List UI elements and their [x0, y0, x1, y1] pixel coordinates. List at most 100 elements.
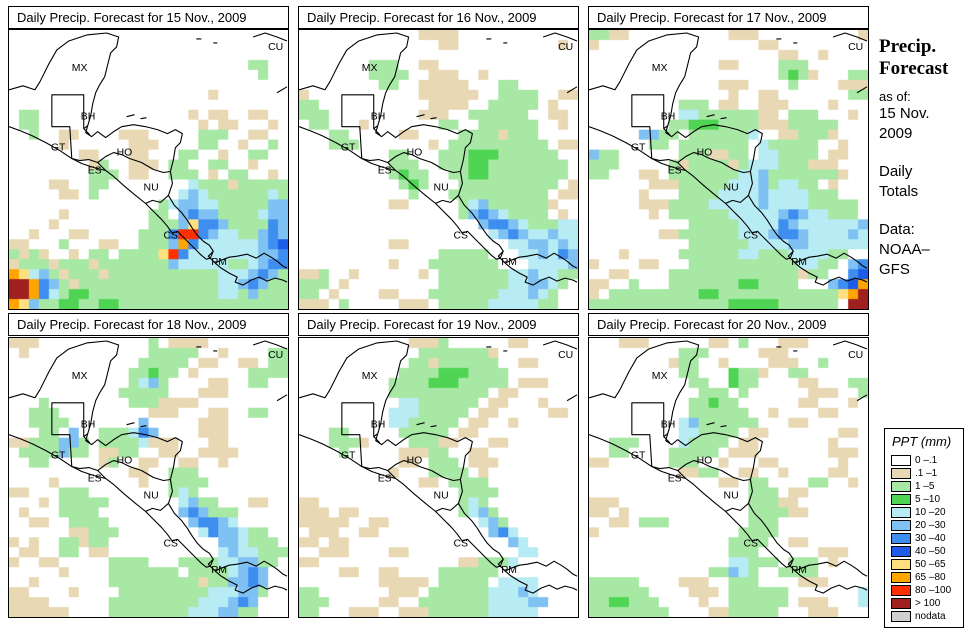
country-label: PM: [791, 257, 807, 268]
coastline-path: [276, 394, 288, 402]
caption-spacer: [879, 202, 967, 220]
legend-swatch: [891, 494, 911, 505]
panel-title-panel-17nov: Daily Precip. Forecast for 17 Nov., 2009: [588, 6, 869, 29]
country-label: CU: [268, 42, 283, 53]
coastline-path: [589, 126, 791, 260]
panel-title-panel-19nov: Daily Precip. Forecast for 19 Nov., 2009: [298, 313, 579, 336]
country-label: GT: [341, 143, 356, 154]
coastline-path: [435, 194, 459, 204]
coastline-path: [651, 460, 751, 482]
country-label: BH: [661, 112, 676, 123]
coastline-path: [787, 250, 794, 259]
country-label: CS: [163, 538, 178, 549]
caption-spacer: [879, 144, 967, 162]
country-label: PM: [501, 565, 517, 576]
legend-entry: .1 –1: [891, 467, 963, 480]
coastline-path: [9, 434, 211, 568]
coastline-path: [9, 32, 288, 269]
coastline-path: [252, 32, 288, 42]
country-label: GT: [51, 451, 66, 462]
country-label: MX: [72, 63, 88, 74]
country-label: ES: [668, 165, 682, 176]
legend-entry: 10 –20: [891, 506, 963, 519]
coastline-path: [126, 38, 218, 120]
caption-asof-label: as of:: [879, 89, 911, 104]
country-label: NU: [724, 490, 739, 501]
legend-title: PPT (mm): [892, 434, 952, 449]
legend-entry: 20 –30: [891, 519, 963, 532]
coastline-path: [542, 340, 578, 350]
caption-totals-line1: Daily: [879, 163, 913, 180]
country-label: HO: [697, 148, 713, 159]
coastline-path: [497, 250, 504, 259]
country-label: NU: [144, 182, 159, 193]
country-label: GT: [51, 143, 66, 154]
country-label: CS: [163, 230, 178, 241]
legend-entry: 80 –100: [891, 584, 963, 597]
coastline-path: [794, 262, 868, 286]
coastline-path: [631, 94, 671, 159]
coastline-path: [497, 558, 504, 567]
country-label: MX: [652, 63, 668, 74]
caption-data-source-line1: NOAA–: [879, 241, 930, 258]
legend-label: .1 –1: [915, 468, 938, 479]
coastline-path: [832, 32, 868, 42]
legend-swatch: [891, 598, 911, 609]
country-label: HO: [117, 148, 133, 159]
coastline-path: [435, 502, 459, 512]
coastline-path: [566, 86, 578, 94]
coastline-path: [856, 86, 868, 94]
country-label: CU: [848, 350, 863, 361]
caption-asof-date-line1: 15 Nov.: [879, 105, 930, 122]
legend-label: nodata: [915, 611, 946, 622]
legend-swatch: [891, 533, 911, 544]
legend-label: 20 –30: [915, 520, 946, 531]
coastline-path: [145, 502, 169, 512]
coastline-path: [71, 152, 171, 174]
coastline-path: [856, 394, 868, 402]
legend-swatch: [891, 481, 911, 492]
country-label: PM: [211, 257, 227, 268]
legend-entry: 50 –65: [891, 558, 963, 571]
legend-label: 10 –20: [915, 507, 946, 518]
legend-entry: 30 –40: [891, 532, 963, 545]
legend-swatch: [891, 520, 911, 531]
coastline-path: [252, 340, 288, 350]
country-label: MX: [362, 371, 378, 382]
legend-label: 50 –65: [915, 559, 946, 570]
coastline-path: [207, 558, 214, 567]
country-label: GT: [631, 143, 646, 154]
legend-entry: 0 –.1: [891, 454, 963, 467]
legend-entry: 65 –80: [891, 571, 963, 584]
legend-label: 0 –.1: [915, 455, 938, 466]
country-label: CU: [558, 350, 573, 361]
panel-title-panel-20nov: Daily Precip. Forecast for 20 Nov., 2009: [588, 313, 869, 336]
coastline-path: [214, 570, 288, 594]
country-outlines: MX CU BH GT HO ES NU CS PM: [299, 340, 578, 594]
precip-raster-panel-19nov: [299, 338, 578, 617]
legend-entry: 1 –5: [891, 480, 963, 493]
coastline-path: [706, 346, 798, 428]
coastline-path: [9, 340, 288, 577]
legend-entry: 40 –50: [891, 545, 963, 558]
country-outlines: MX CU BH GT HO ES NU CS PM: [9, 32, 288, 286]
coastline-path: [341, 94, 381, 159]
coastline-path: [542, 32, 578, 42]
country-label: NU: [144, 490, 159, 501]
country-label: BH: [81, 112, 96, 123]
figure-caption: Precip. Forecast as of: 15 Nov. 2009 Dai…: [879, 36, 967, 280]
country-label: HO: [407, 456, 423, 467]
precip-map-panel-17nov: MX CU BH GT HO ES NU CS PM: [588, 29, 869, 310]
legend-entry: > 100: [891, 597, 963, 610]
country-outlines: MX CU BH GT HO ES NU CS PM: [589, 32, 868, 286]
country-label: GT: [341, 451, 356, 462]
legend-swatch: [891, 572, 911, 583]
country-label: GT: [631, 451, 646, 462]
coastline-path: [725, 194, 749, 204]
legend-swatch: [891, 507, 911, 518]
coastline-path: [416, 346, 508, 428]
country-label: HO: [407, 148, 423, 159]
legend-label: 5 –10: [915, 494, 941, 505]
country-label: CU: [558, 42, 573, 53]
